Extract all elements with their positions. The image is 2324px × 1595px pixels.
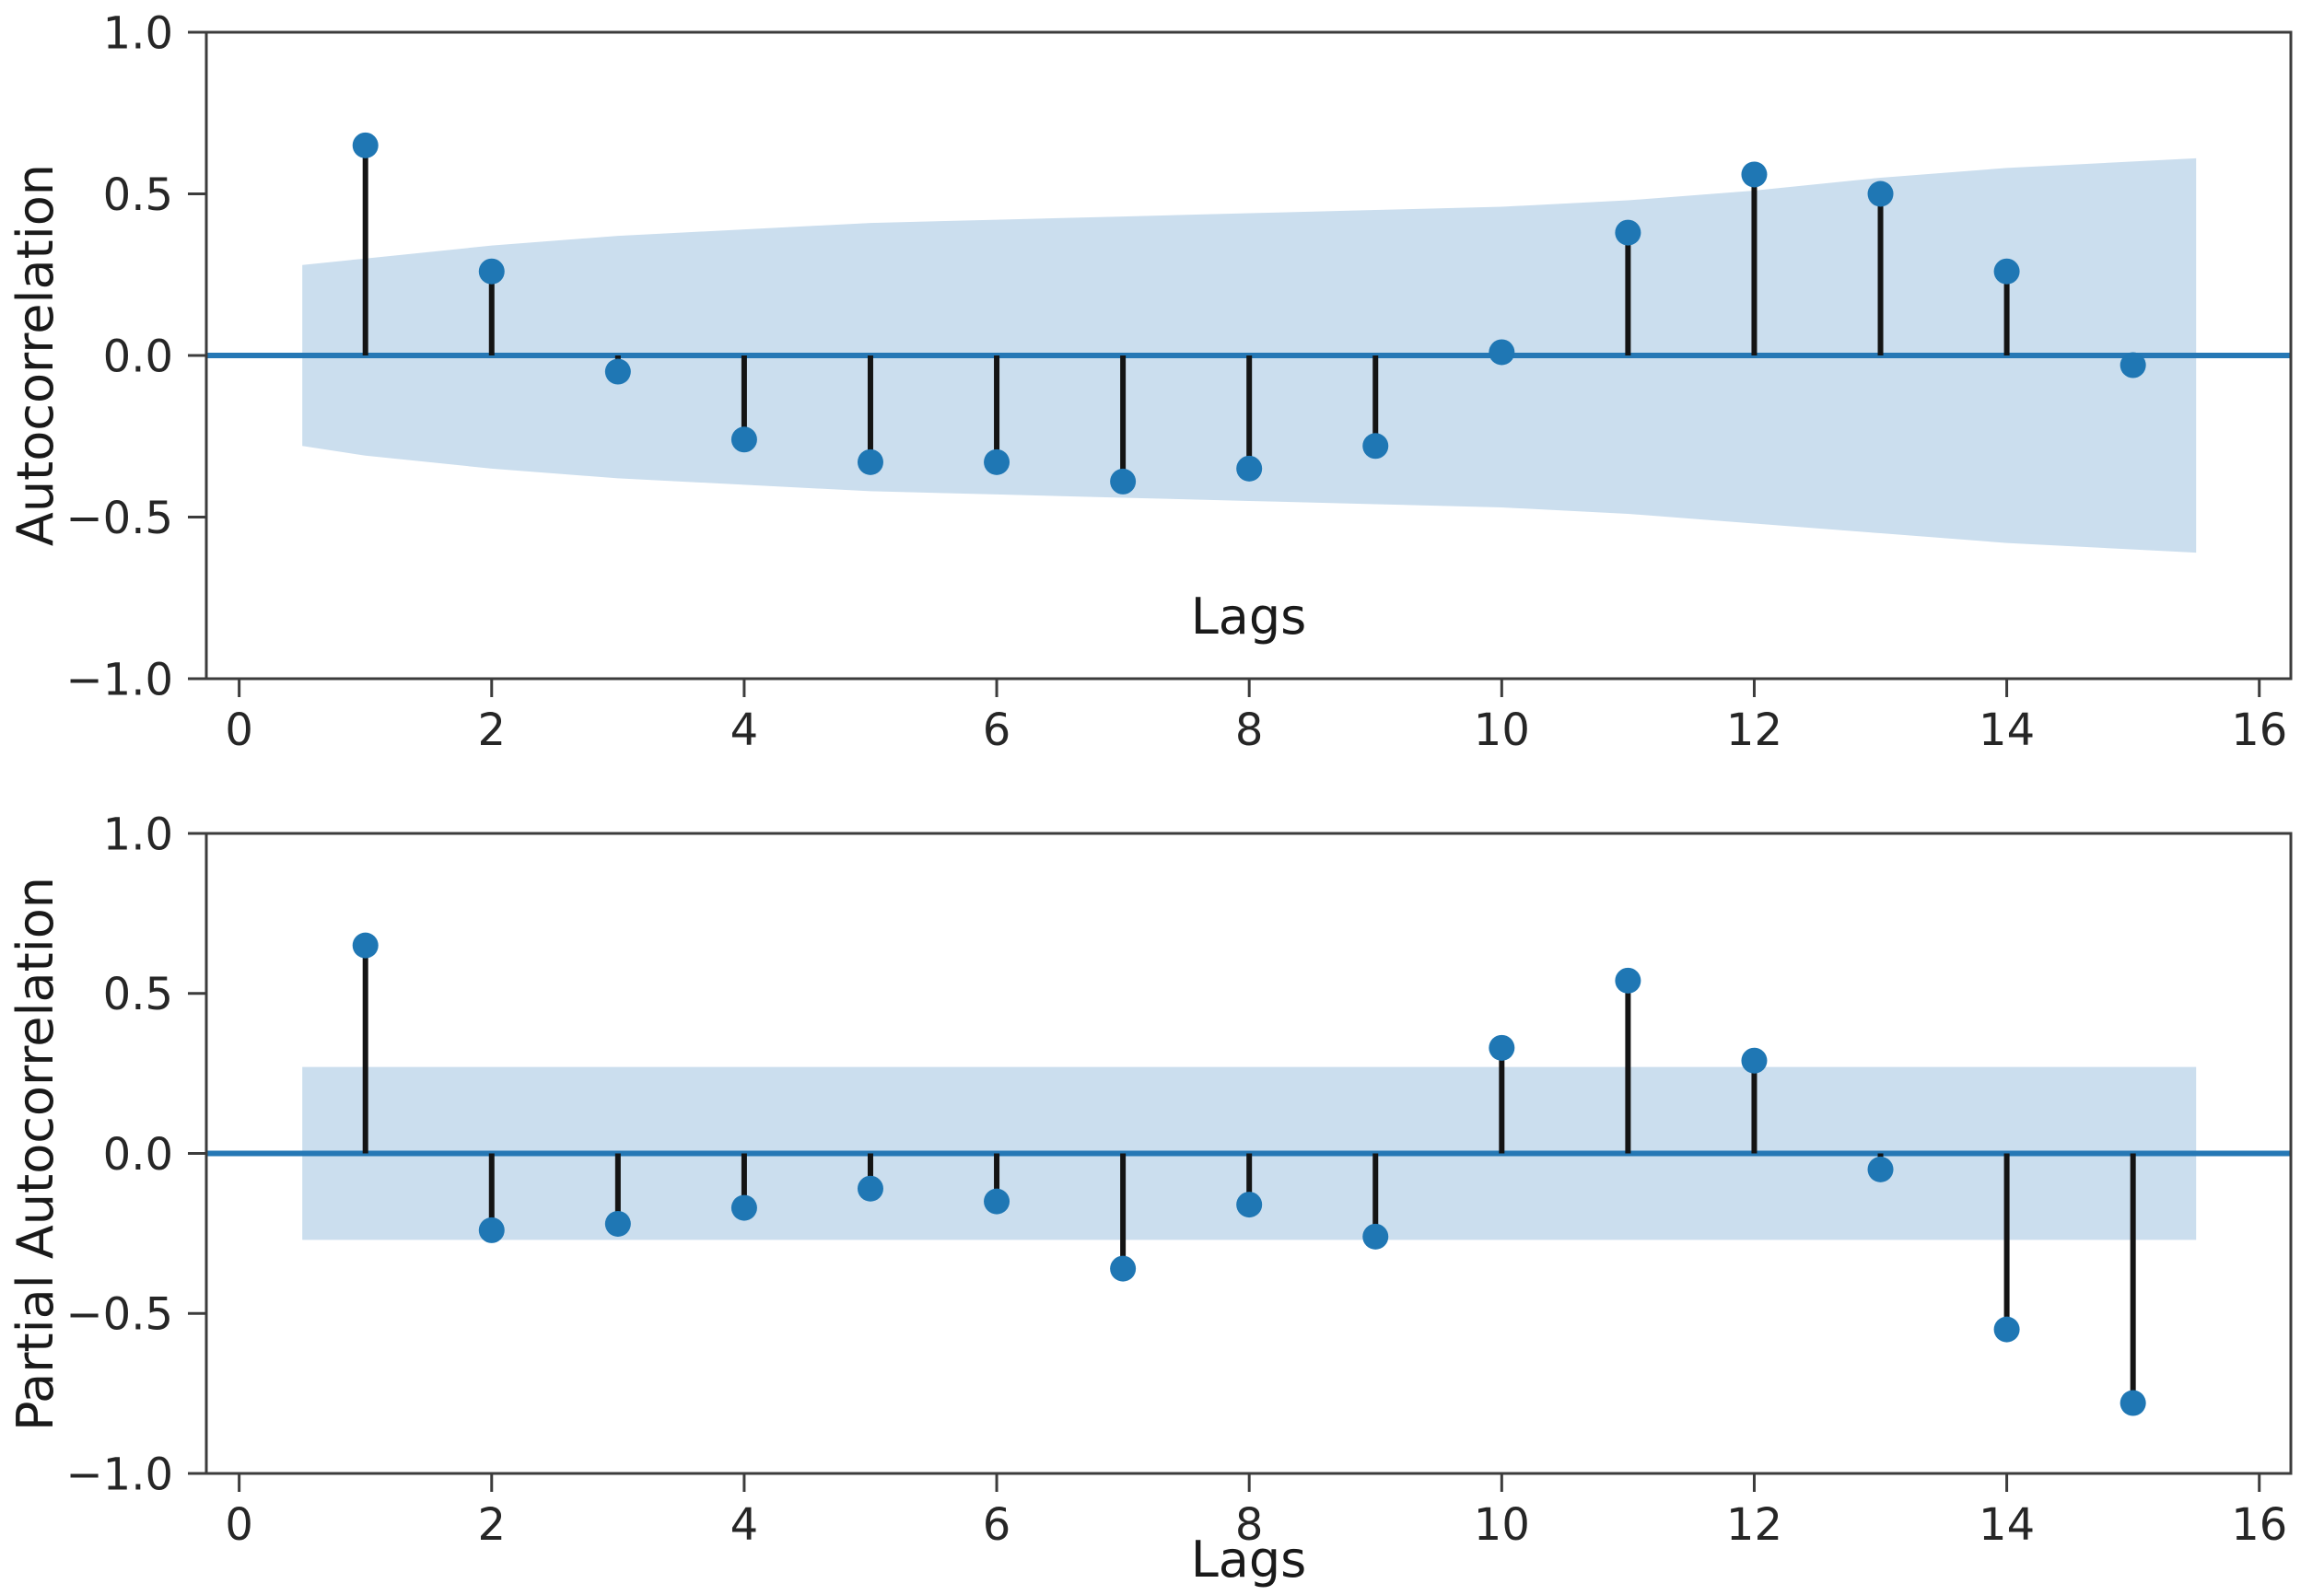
stem-marker bbox=[2120, 352, 2146, 378]
y-tick-label: −1.0 bbox=[65, 654, 173, 705]
pacf-y-axis-label: Partial Autocorrelation bbox=[6, 876, 64, 1431]
pacf-y-axis-label-box: Partial Autocorrelation bbox=[6, 833, 64, 1473]
stem-marker bbox=[478, 258, 505, 285]
x-tick-label: 14 bbox=[1979, 704, 2035, 756]
x-tick-label: 12 bbox=[1726, 1499, 1782, 1551]
stem-marker bbox=[730, 426, 757, 453]
stem-marker bbox=[1236, 455, 1263, 482]
stem-marker bbox=[1867, 1156, 1894, 1182]
stem-marker bbox=[352, 932, 379, 959]
stem-marker bbox=[857, 1175, 883, 1202]
y-tick-label: 0.0 bbox=[103, 1129, 173, 1181]
x-tick-label: 4 bbox=[730, 704, 759, 756]
y-tick-label: 0.5 bbox=[103, 969, 173, 1020]
x-tick-label: 10 bbox=[1474, 1499, 1530, 1551]
stem-marker bbox=[1489, 339, 1515, 366]
pacf-x-axis-label: Lags bbox=[1190, 1531, 1307, 1589]
stem-marker bbox=[1615, 219, 1641, 246]
stem-marker bbox=[1110, 1255, 1137, 1282]
x-tick-label: 6 bbox=[983, 704, 1011, 756]
stem-marker bbox=[1615, 967, 1641, 994]
stem-marker bbox=[604, 1210, 631, 1237]
stem-marker bbox=[1236, 1192, 1263, 1218]
x-tick-label: 2 bbox=[478, 1499, 507, 1551]
x-tick-label: 8 bbox=[1235, 704, 1264, 756]
x-tick-label: 0 bbox=[225, 704, 253, 756]
pacf-chart-svg: 0 2 4 6 8 10 12 14 16 1.0 0.5 0.0 −0.5 −1.0 bbox=[65, 809, 2293, 1551]
stem-marker bbox=[352, 132, 379, 158]
y-tick-label: −0.5 bbox=[65, 1289, 173, 1341]
stem-marker bbox=[2120, 1390, 2146, 1416]
x-tick-label: 12 bbox=[1726, 704, 1782, 756]
stem-marker bbox=[1110, 468, 1137, 495]
stem-marker bbox=[730, 1194, 757, 1221]
y-tick-label: 1.0 bbox=[103, 809, 173, 860]
acf-x-axis-label: Lags bbox=[1190, 588, 1307, 646]
x-tick-label: 8 bbox=[1235, 1499, 1264, 1551]
x-tick-label: 2 bbox=[478, 704, 507, 756]
x-tick-label: 10 bbox=[1474, 704, 1530, 756]
stem-marker bbox=[1362, 433, 1389, 460]
acf-y-axis-label-box: Autocorrelation bbox=[6, 32, 64, 679]
x-tick-label: 4 bbox=[730, 1499, 759, 1551]
x-tick-label: 6 bbox=[983, 1499, 1011, 1551]
stem-marker bbox=[478, 1217, 505, 1243]
acf-chart-svg: 0 2 4 6 8 10 12 14 16 1.0 0.5 0.0 −0.5 −1.0 bbox=[65, 7, 2293, 756]
x-tick-label: 14 bbox=[1979, 1499, 2035, 1551]
y-tick-label: 0.5 bbox=[103, 169, 173, 221]
x-tick-label: 16 bbox=[2231, 1499, 2287, 1551]
stem-marker bbox=[1993, 258, 2020, 285]
stem-marker bbox=[984, 1188, 1010, 1215]
stem-marker bbox=[1993, 1316, 2020, 1343]
stem-marker bbox=[857, 448, 883, 475]
stem-marker bbox=[1741, 161, 1768, 188]
stem-marker bbox=[1867, 180, 1894, 207]
stem-marker bbox=[604, 358, 631, 385]
y-tick-label: −0.5 bbox=[65, 493, 173, 544]
stem-marker bbox=[1362, 1223, 1389, 1250]
y-tick-label: −1.0 bbox=[65, 1449, 173, 1500]
acf-y-axis-label: Autocorrelation bbox=[6, 164, 64, 547]
y-tick-label: 0.0 bbox=[103, 331, 173, 382]
stem-marker bbox=[1489, 1034, 1515, 1061]
x-tick-label: 16 bbox=[2231, 704, 2287, 756]
stem-marker bbox=[1741, 1047, 1768, 1074]
stem-marker bbox=[984, 448, 1010, 475]
y-tick-label: 1.0 bbox=[103, 7, 173, 59]
x-tick-label: 0 bbox=[225, 1499, 253, 1551]
